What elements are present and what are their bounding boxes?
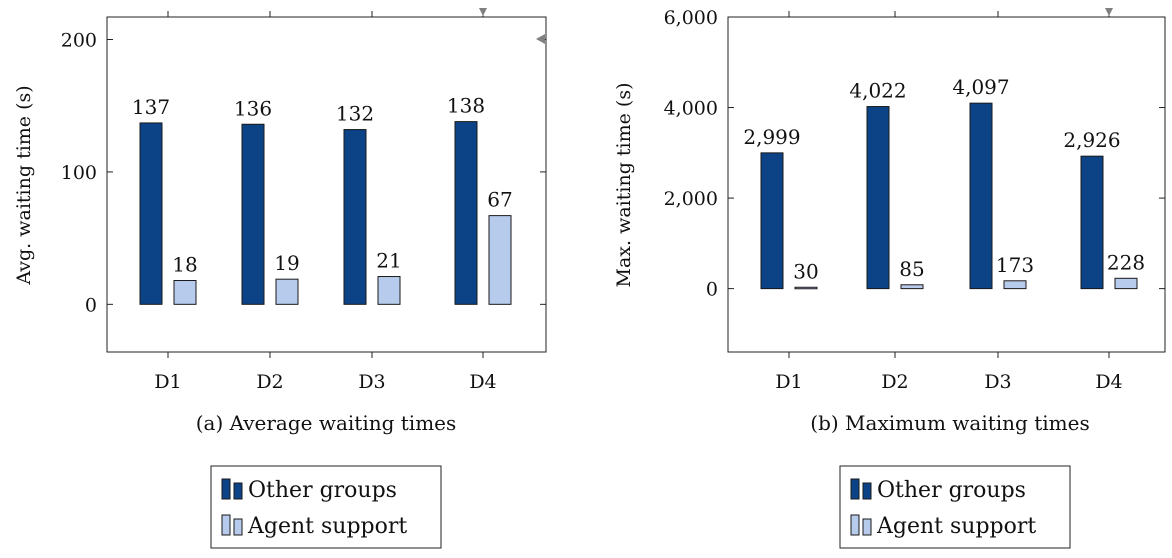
- bar-value-label-a: 19: [274, 251, 299, 275]
- legend-swatch-b: [862, 482, 872, 500]
- bar-value-label-b: 4,097: [952, 75, 1009, 99]
- bar-value-label-a: 18: [172, 252, 197, 276]
- marker-down-b: [1105, 8, 1113, 16]
- y-tick-label-a: 100: [61, 162, 97, 184]
- y-tick-label-a: 200: [61, 30, 97, 52]
- bar-agent-support-b: [1003, 280, 1027, 290]
- legend-label-b: Other groups: [877, 478, 1026, 503]
- y-tick-label-b: 6,000: [664, 7, 718, 29]
- chart-caption-b: (b) Maximum waiting times: [810, 411, 1089, 435]
- bar-agent-support-b: [1114, 277, 1138, 290]
- legend-label-a: Agent support: [247, 514, 407, 539]
- y-axis-label-a: Avg. waiting time (s): [13, 85, 35, 285]
- bar-agent-support-a: [173, 279, 197, 305]
- y-tick-label-b: 4,000: [664, 98, 718, 120]
- bar-value-label-a: 136: [234, 96, 272, 120]
- bar-agent-support-b: [794, 286, 818, 290]
- bar-other-groups-a: [241, 123, 265, 305]
- y-tick-label-b: 2,000: [664, 188, 718, 210]
- x-tick-label-a: D1: [154, 371, 181, 393]
- legend-box-b: [839, 465, 1071, 549]
- bar-agent-support-b: [900, 284, 924, 290]
- x-tick-label-b: D4: [1095, 371, 1122, 393]
- bar-agent-support-a: [377, 276, 401, 305]
- bar-value-label-b: 173: [996, 253, 1034, 277]
- plot-frame-b: [727, 16, 1166, 353]
- bar-value-label-a: 21: [376, 249, 401, 273]
- chart-panel-b: Max. waiting time (s) (b) Maximum waitin…: [613, 7, 1166, 549]
- bar-value-label-a: 138: [447, 94, 485, 118]
- x-tick-label-a: D2: [256, 371, 283, 393]
- bar-value-label-b: 2,999: [743, 125, 800, 149]
- x-tick-label-b: D2: [881, 371, 908, 393]
- bar-value-label-b: 2,926: [1063, 128, 1120, 152]
- x-tick-label-a: D4: [469, 371, 496, 393]
- y-tick-label-b: 0: [706, 279, 718, 301]
- bar-value-label-a: 67: [487, 188, 512, 212]
- bar-other-groups-b: [760, 152, 784, 290]
- bar-agent-support-a: [488, 215, 512, 305]
- bar-value-label-a: 137: [132, 95, 170, 119]
- legend-label-a: Other groups: [248, 478, 397, 503]
- legend-box-a: [210, 465, 442, 549]
- bar-other-groups-a: [343, 129, 367, 305]
- legend-swatch-a: [221, 478, 231, 500]
- chart-caption-a: (a) Average waiting times: [196, 411, 457, 435]
- bar-value-label-b: 228: [1107, 250, 1145, 274]
- bar-value-label-b: 4,022: [849, 79, 906, 103]
- legend-swatch-b: [850, 514, 860, 536]
- bar-other-groups-b: [866, 106, 890, 290]
- y-axis-label-b: Max. waiting time (s): [613, 83, 635, 288]
- legend-swatch-b: [850, 478, 860, 500]
- chart-panel-a: Avg. waiting time (s) (a) Average waitin…: [13, 8, 547, 549]
- legend-swatch-b: [862, 518, 872, 536]
- x-tick-label-a: D3: [358, 371, 385, 393]
- legend-swatch-a: [233, 518, 243, 536]
- bar-value-label-b: 85: [899, 257, 924, 281]
- bar-other-groups-a: [454, 121, 478, 305]
- legend-label-b: Agent support: [876, 514, 1036, 539]
- legend-swatch-a: [233, 482, 243, 500]
- y-tick-label-a: 0: [85, 294, 97, 316]
- bar-value-label-b: 30: [793, 259, 818, 283]
- bar-other-groups-b: [1080, 155, 1104, 290]
- marker-down-a: [479, 8, 487, 16]
- bar-agent-support-a: [275, 278, 299, 305]
- marker-left-a: [536, 34, 545, 44]
- bar-other-groups-b: [969, 102, 993, 290]
- bar-value-label-a: 132: [336, 102, 374, 126]
- legend-swatch-a: [221, 514, 231, 536]
- plot-frame-a: [106, 16, 547, 353]
- bar-other-groups-a: [139, 122, 163, 305]
- x-tick-label-b: D3: [984, 371, 1011, 393]
- x-tick-label-b: D1: [775, 371, 802, 393]
